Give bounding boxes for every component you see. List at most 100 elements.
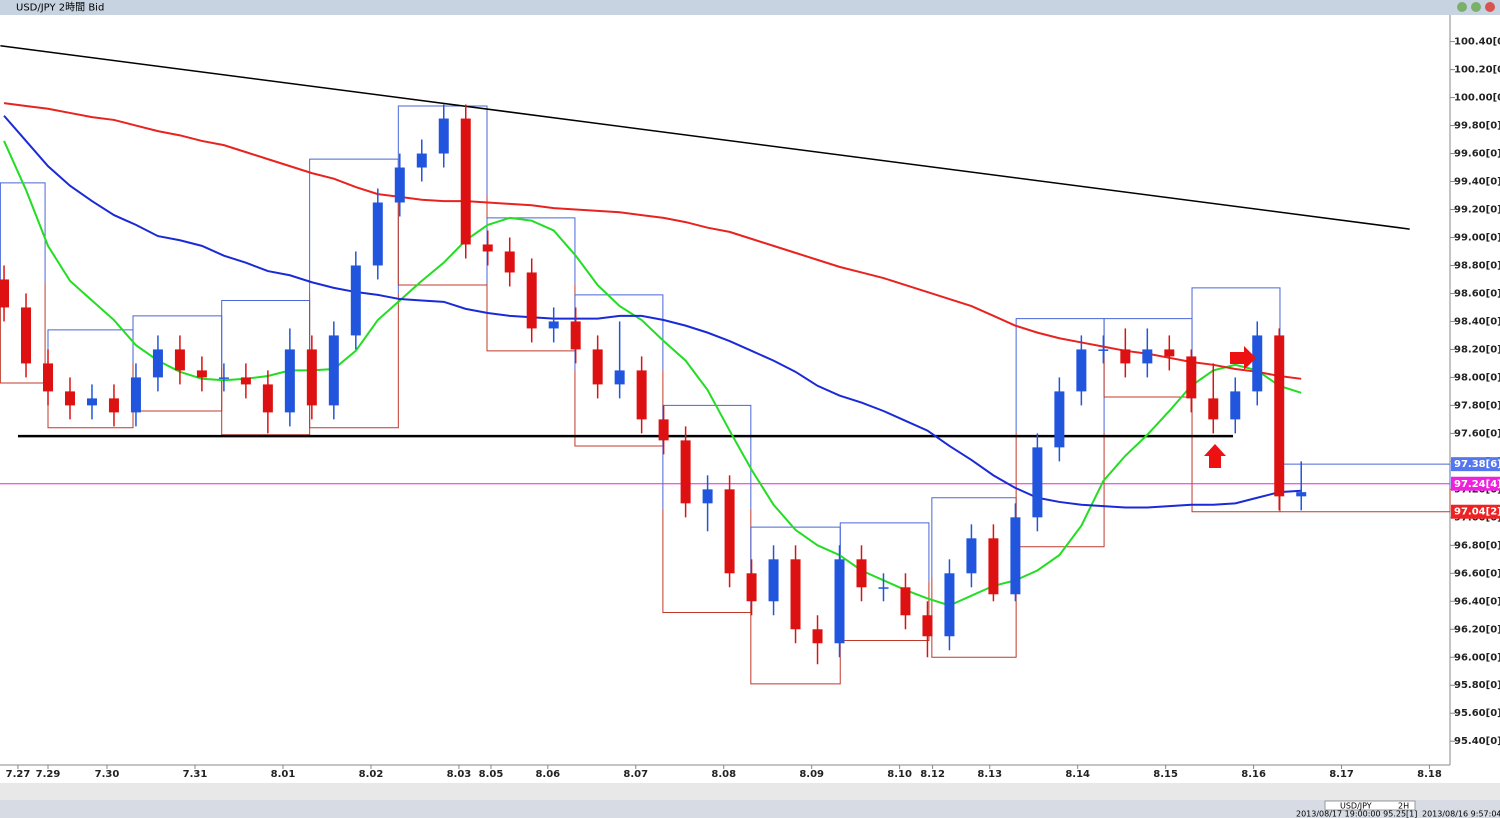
right-arrow: [1230, 346, 1256, 370]
x-tick-label: 8.15: [1153, 769, 1178, 780]
close-button[interactable]: [1485, 2, 1495, 12]
y-tick-label: 96.20[0]: [1454, 624, 1500, 635]
day-high-box: [662, 404, 752, 509]
candle-body: [768, 559, 779, 602]
plot-area: [0, 15, 1450, 765]
candle-body: [196, 370, 207, 378]
x-tick-label: 8.02: [359, 769, 384, 780]
y-tick-label: 97.80[0]: [1454, 400, 1500, 411]
y-tick-label: 95.80[0]: [1454, 680, 1500, 691]
x-tick-label: 8.08: [711, 769, 736, 780]
candle-body: [1186, 356, 1197, 399]
candle-body: [1142, 349, 1153, 364]
status-period: 2H: [1398, 802, 1409, 811]
candle-body: [350, 265, 361, 336]
price-label: 97.24[4]: [1454, 479, 1500, 490]
candle-body: [966, 538, 977, 574]
candle-body: [1164, 349, 1175, 357]
symbol-box[interactable]: [1324, 800, 1416, 811]
candle-body: [1032, 447, 1043, 518]
day-low-box: [1015, 432, 1105, 548]
status-bar: [0, 800, 1500, 818]
candle-body: [724, 489, 735, 574]
y-tick-label: 99.60[0]: [1454, 149, 1500, 160]
x-tick-label: 8.14: [1065, 769, 1090, 780]
scrollbar[interactable]: [0, 783, 1500, 800]
candle-body: [1098, 349, 1109, 351]
candle-body: [1274, 335, 1285, 497]
candle-body: [1076, 349, 1087, 392]
candle-body: [218, 377, 229, 379]
candle-body: [988, 538, 999, 595]
price-label-box: [1451, 476, 1500, 491]
candle-body: [790, 559, 801, 630]
status-cursor: 2013/08/17 19:00:00 95.25[1]: [1296, 810, 1417, 818]
candle-body: [21, 307, 32, 364]
candle-body: [438, 118, 449, 154]
y-tick-label: 100.00[0]: [1454, 93, 1500, 104]
y-tick-label: 98.20[0]: [1454, 344, 1500, 355]
price-label: 97.04[2]: [1454, 507, 1500, 518]
candle-body: [152, 349, 163, 378]
candle-body: [240, 377, 251, 385]
y-tick-label: 100.40[0]: [1454, 37, 1500, 48]
x-tick-label: 8.09: [799, 769, 824, 780]
y-tick-label: 98.60[0]: [1454, 288, 1500, 299]
candle-body: [878, 587, 889, 589]
status-clock: 2013/08/16 9:57:04: [1422, 810, 1500, 818]
x-tick-label: 8.06: [535, 769, 560, 780]
candle-body: [856, 559, 867, 588]
x-tick-label: 8.10: [887, 769, 912, 780]
x-tick-label: 8.05: [479, 769, 504, 780]
moving-average: [3, 102, 1302, 380]
moving-average: [3, 115, 1302, 509]
candle-body: [680, 440, 691, 504]
candle-body: [922, 615, 933, 637]
candle-body: [1252, 335, 1263, 392]
y-tick-label: 99.40[0]: [1454, 177, 1500, 188]
candle-body: [306, 349, 317, 406]
y-tick-label: 96.80[0]: [1454, 540, 1500, 551]
minimize-button[interactable]: [1457, 2, 1467, 12]
candle-body: [174, 349, 185, 371]
candle-body: [482, 244, 493, 252]
day-low-box: [0, 282, 46, 384]
y-tick-label: 99.80[0]: [1454, 121, 1500, 132]
x-tick-label: 7.29: [36, 769, 61, 780]
x-tick-label: 8.17: [1329, 769, 1354, 780]
candle-body: [86, 398, 97, 406]
candle-body: [372, 202, 383, 266]
x-tick-label: 7.31: [183, 769, 208, 780]
x-tick-label: 8.18: [1417, 769, 1442, 780]
candle-body: [262, 384, 273, 413]
candle-body: [43, 363, 54, 392]
candle-body: [284, 349, 295, 413]
y-tick-label: 96.60[0]: [1454, 568, 1500, 579]
candle-body: [328, 335, 339, 406]
candle-body: [658, 419, 669, 441]
candle-body: [746, 573, 757, 602]
moving-average: [3, 140, 1302, 607]
maximize-button[interactable]: [1471, 2, 1481, 12]
candle-body: [1010, 517, 1021, 595]
y-tick-label: 99.00[0]: [1454, 232, 1500, 243]
candle-body: [900, 587, 911, 616]
candle-body: [1208, 398, 1219, 420]
x-tick-label: 8.07: [623, 769, 648, 780]
candle-body: [1230, 391, 1241, 420]
candle-body: [570, 321, 581, 350]
y-tick-label: 98.40[0]: [1454, 316, 1500, 327]
candle-body: [460, 118, 471, 245]
x-tick-label: 8.03: [447, 769, 472, 780]
trendline: [0, 45, 1410, 230]
y-tick-label: 95.60[0]: [1454, 708, 1500, 719]
candle-body: [130, 377, 141, 413]
annotation-arrows: [1204, 346, 1256, 468]
candle-body: [504, 251, 515, 273]
candle-body: [636, 370, 647, 420]
candle-body: [592, 349, 603, 385]
candle-body: [702, 489, 713, 504]
y-tick-label: 96.00[0]: [1454, 652, 1500, 663]
y-tick-label: 96.40[0]: [1454, 596, 1500, 607]
y-tick-label: 97.60[0]: [1454, 428, 1500, 439]
